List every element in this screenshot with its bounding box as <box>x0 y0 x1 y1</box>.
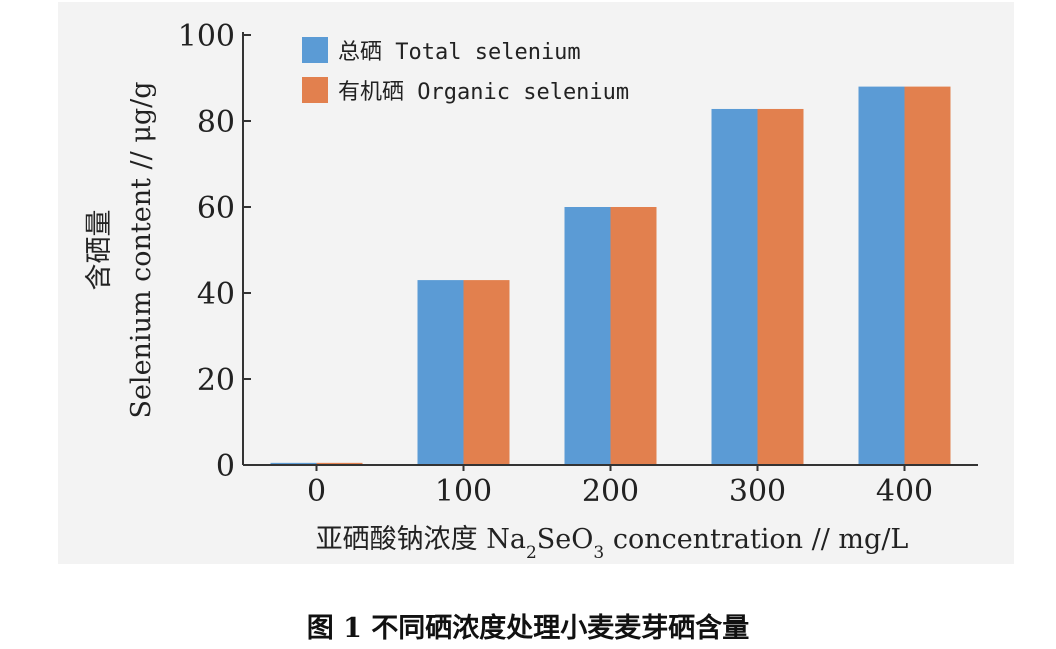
x-tick-label-200: 200 <box>582 474 639 509</box>
x-axis-title-suffix: concentration // mg/L <box>604 524 908 555</box>
bar-organic-400 <box>904 86 951 465</box>
legend: 总硒 Total selenium 有机硒 Organic selenium <box>302 37 629 105</box>
bar-organic-300 <box>757 108 804 466</box>
y-tick-label-40: 40 <box>197 277 235 312</box>
bar-organic-200 <box>610 207 657 465</box>
legend-swatch-organic <box>302 77 328 103</box>
y-axis-title-cn: 含硒量 <box>84 210 115 291</box>
bar-total-0 <box>270 462 317 465</box>
x-axis-title-sub1: 2 <box>526 543 537 563</box>
bar-total-300 <box>711 108 758 466</box>
x-tick-label-0: 0 <box>307 474 326 509</box>
y-axis-title-en: Selenium content // μg/g <box>126 81 157 418</box>
y-axis-title: 含硒量 Selenium content // μg/g <box>84 81 157 418</box>
x-tick-label-100: 100 <box>435 474 492 509</box>
figure-caption: 图 1 不同硒浓度处理小麦麦芽硒含量 <box>0 606 1056 645</box>
x-tick-label-300: 300 <box>729 474 786 509</box>
legend-label-total: 总硒 Total selenium <box>338 40 581 65</box>
y-tick-label-100: 100 <box>178 19 235 54</box>
x-axis-title-sub2: 3 <box>593 543 604 563</box>
x-axis-title-prefix: 亚硒酸钠浓度 Na <box>316 524 526 555</box>
legend-label-organic: 有机硒 Organic selenium <box>338 80 629 105</box>
x-axis-title: 亚硒酸钠浓度 Na2SeO3 concentration // mg/L <box>316 524 909 563</box>
y-tick-label-80: 80 <box>197 105 235 140</box>
y-tick-label-20: 20 <box>197 363 235 398</box>
caption-figure-number: 图 1 <box>306 613 362 644</box>
selenium-bar-chart: 0 20 40 60 80 100 0 100 200 300 400 总硒 Total selen… <box>84 19 978 563</box>
bar-total-200 <box>564 207 611 465</box>
bar-total-400 <box>858 86 905 465</box>
y-tick-label-0: 0 <box>216 449 235 484</box>
legend-swatch-total <box>302 37 328 63</box>
bar-organic-0 <box>316 462 363 465</box>
ticks-group: 0 20 40 60 80 100 0 100 200 300 400 <box>178 19 933 509</box>
bar-total-100 <box>417 280 464 465</box>
bar-organic-100 <box>463 280 510 465</box>
x-tick-label-400: 400 <box>876 474 933 509</box>
x-axis-title-mid: SeO <box>537 524 594 555</box>
plot-panel <box>58 2 1014 564</box>
bars-group <box>270 86 951 466</box>
y-tick-label-60: 60 <box>197 191 235 226</box>
caption-text: 不同硒浓度处理小麦麦芽硒含量 <box>371 613 750 644</box>
